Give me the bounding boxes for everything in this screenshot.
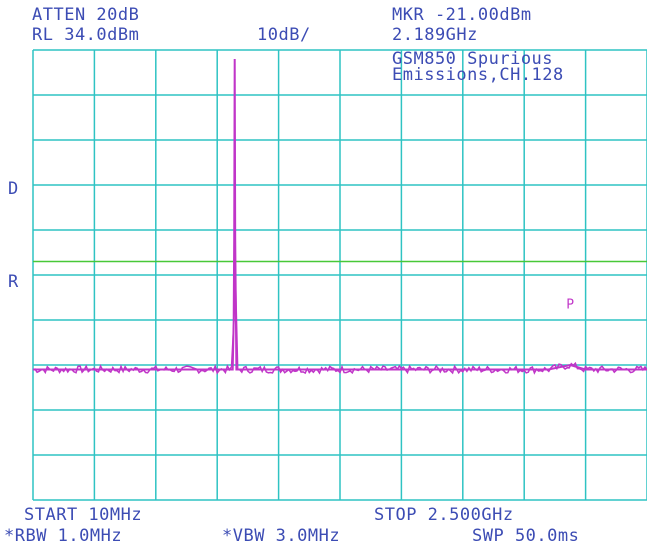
reference-marker: R — [8, 272, 19, 292]
chart-title-line2: Emissions,CH.128 — [392, 65, 564, 85]
graticule — [32, 49, 647, 501]
trace-noise-floor — [32, 283, 647, 375]
scale-label: 10dB/ — [257, 25, 311, 45]
trace-line — [33, 58, 647, 371]
marker-freq-label: 2.189GHz — [392, 25, 478, 45]
vbw-label: *VBW 3.0MHz — [222, 526, 341, 546]
stop-freq-label: STOP 2.500GHz — [374, 505, 514, 525]
atten-label: ATTEN 20dB — [32, 5, 140, 25]
marker-value-label: MKR -21.00dBm — [392, 5, 532, 25]
marker-indicator: P — [566, 298, 574, 313]
ref-level-label: RL 34.0dBm — [32, 25, 140, 45]
rbw-label: *RBW 1.0MHz — [4, 526, 123, 546]
start-freq-label: START 10MHz — [24, 505, 143, 525]
chart-title-line1: GSM850 Spurious — [392, 49, 554, 69]
display-line-marker: D — [8, 179, 19, 199]
sweep-label: SWP 50.0ms — [472, 526, 580, 546]
